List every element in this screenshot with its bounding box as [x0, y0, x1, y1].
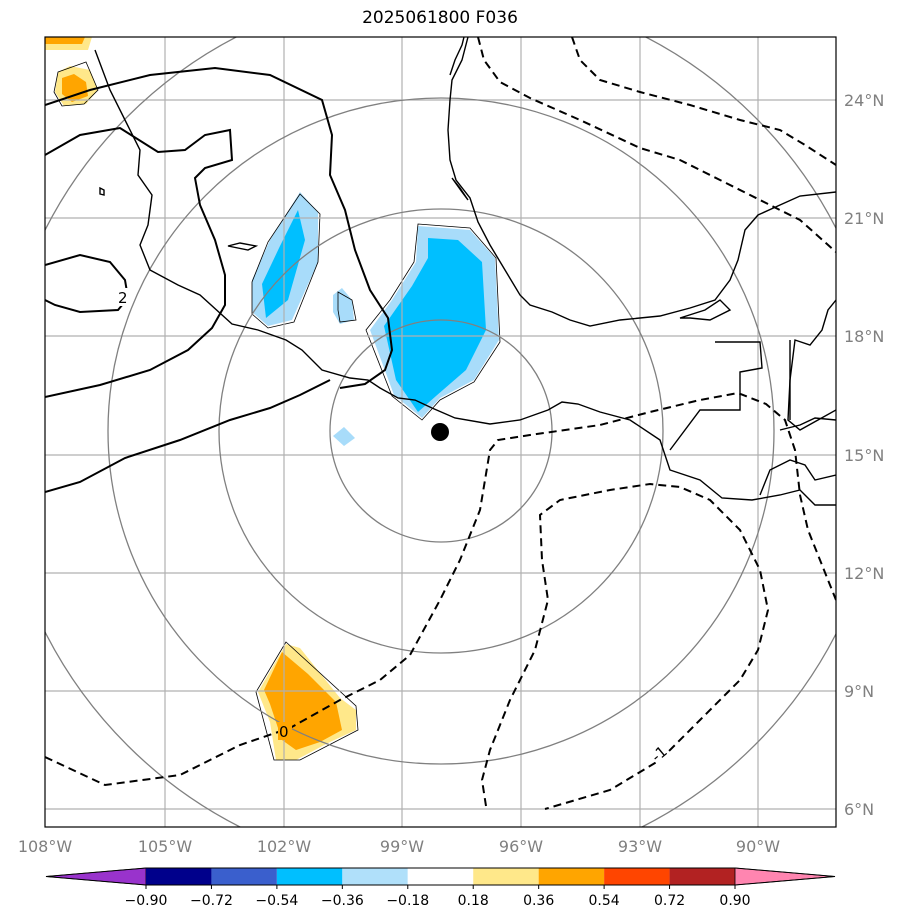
latitude-tick-labels: 6°N 9°N 12°N 15°N 18°N 21°N 24°N	[844, 91, 884, 819]
coastlines	[94, 37, 836, 506]
shaded-region-cyan-central	[384, 238, 486, 412]
colorbar-extend-high	[734, 867, 836, 886]
colorbar-tick-label: 0.36	[523, 893, 554, 909]
contour-label-2: 2	[118, 289, 128, 307]
lat-tick-label: 12°N	[844, 564, 884, 583]
colorbar-segment	[276, 868, 343, 885]
lon-tick-label: 108°W	[18, 837, 73, 856]
colorbar-tick-label: 0.90	[719, 893, 750, 909]
lat-tick-label: 18°N	[844, 327, 884, 346]
coastline-gulf	[447, 37, 836, 327]
range-ring-3	[107, 97, 775, 765]
lat-tick-label: 21°N	[844, 209, 884, 228]
range-ring-2	[218, 208, 664, 654]
coastline-peninsula-east	[787, 299, 836, 431]
lat-tick-label: 15°N	[844, 446, 884, 465]
colorbar-tick-label: −0.18	[386, 893, 429, 909]
dashed-contours	[45, 37, 836, 810]
colorbar-segment	[669, 868, 735, 885]
contour-dashed-2	[480, 482, 770, 810]
contour-dashed-4	[477, 37, 836, 253]
range-rings	[45, 37, 836, 827]
colorbar-extend-low	[45, 867, 147, 886]
lon-tick-label: 105°W	[138, 837, 193, 856]
shaded-region-lightblue-small	[333, 288, 354, 324]
shaded-region-lightblue-dot	[333, 427, 355, 446]
shading-outline-contours	[53, 61, 501, 761]
coastline-yucatan	[679, 299, 732, 321]
colorbar-tick-label: −0.54	[255, 893, 298, 909]
colorbar-tick-label: −0.72	[190, 893, 233, 909]
colorbar-segment	[211, 868, 277, 885]
colorbar-tick-label: 0.72	[654, 893, 685, 909]
colorbar-segment	[407, 868, 474, 885]
coastline-baja-inner	[449, 37, 465, 76]
coastline-central-america	[759, 459, 836, 496]
shaded-region-orange-nw	[62, 74, 88, 102]
contour-labels: 2 0 -1	[117, 288, 671, 766]
colorbar-tick-label: 0.54	[589, 893, 620, 909]
graticule-grid	[45, 37, 836, 827]
colorbar-segment	[604, 868, 670, 885]
contour-solid-2	[45, 126, 234, 398]
border-guatemala	[669, 341, 763, 451]
contour-solid-3	[45, 379, 331, 493]
lon-tick-label: 96°W	[499, 837, 543, 856]
coastline-island-2	[99, 186, 105, 196]
lat-tick-label: 24°N	[844, 91, 884, 110]
contour-dashed-3	[571, 37, 836, 166]
map-frame	[44, 36, 837, 828]
colorbar-segment	[342, 868, 408, 885]
colorbar-segment	[146, 868, 212, 885]
lon-tick-label: 102°W	[257, 837, 312, 856]
storm-center-marker	[431, 423, 449, 441]
lat-tick-label: 9°N	[844, 682, 874, 701]
coastline-mexico-pacific	[94, 49, 836, 506]
colorbar: −0.90 −0.72 −0.54 −0.36 −0.18 0.18 0.36 0.54 0.7…	[45, 867, 836, 909]
longitude-tick-labels: 108°W 105°W 102°W 99°W 96°W 93°W 90°W	[18, 837, 780, 856]
contour-solid-4	[45, 253, 130, 314]
lon-tick-label: 90°W	[736, 837, 780, 856]
coastline-honduras	[779, 417, 836, 431]
map-title: 2025061800 F036	[362, 8, 518, 28]
colorbar-segment	[538, 868, 605, 885]
coastline-island	[227, 242, 259, 251]
shaded-region-orange-nw-2	[45, 37, 85, 44]
colorbar-tick-label: −0.36	[321, 893, 364, 909]
colorbar-segment	[473, 868, 539, 885]
lon-tick-label: 99°W	[380, 837, 424, 856]
lon-tick-label: 93°W	[618, 837, 662, 856]
contour-label-0: 0	[279, 723, 289, 741]
coastline-small-bay	[451, 177, 469, 201]
contour-dashed-1	[45, 391, 836, 787]
lat-tick-label: 6°N	[844, 800, 874, 819]
colorbar-tick-label: 0.18	[458, 893, 489, 909]
shaded-anomaly-layer	[45, 37, 499, 760]
contour-solid-1	[45, 66, 394, 389]
colorbar-tick-label: −0.90	[125, 893, 168, 909]
